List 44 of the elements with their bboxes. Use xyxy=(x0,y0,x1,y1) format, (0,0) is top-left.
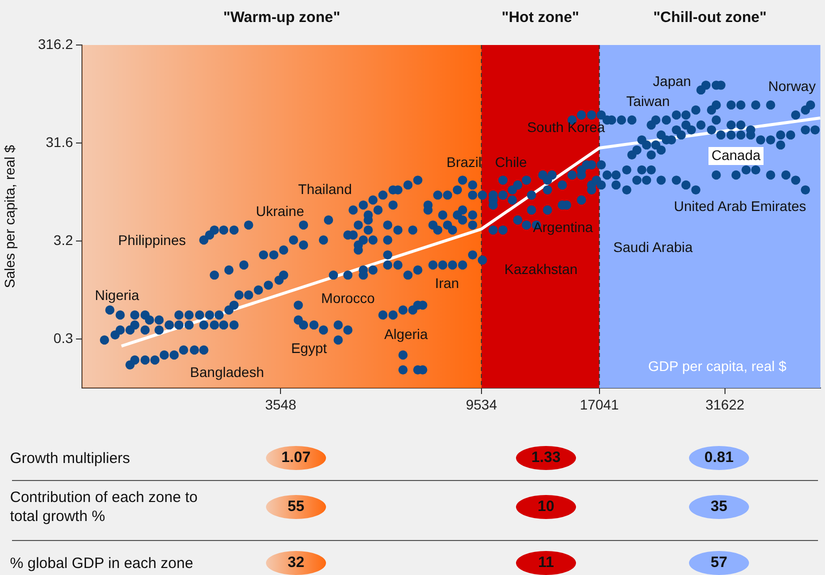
annotation: Argentina xyxy=(533,218,594,235)
x-tick-label: 31622 xyxy=(705,396,745,412)
annotation: Kazakhstan xyxy=(504,260,578,277)
annotation: Saudi Arabia xyxy=(613,238,693,255)
x-tick-label: 17041 xyxy=(580,396,620,412)
annotation: Iran xyxy=(434,274,460,291)
annotation: Nigeria xyxy=(94,286,140,303)
annotation: Brazil xyxy=(446,154,482,170)
data-label: 1.07 xyxy=(266,446,326,470)
annotation: Bangladesh xyxy=(190,364,264,380)
y-axis-title: Sales per capita, real $ xyxy=(1,144,18,288)
data-label: 10 xyxy=(516,495,576,519)
annotation: Thailand xyxy=(298,180,352,197)
data-label: 55 xyxy=(266,495,326,519)
data-label: 35 xyxy=(689,495,749,519)
annotation: Taiwan xyxy=(626,92,670,109)
data-label: 57 xyxy=(689,551,749,575)
data-label: 32 xyxy=(266,551,326,575)
data-label: 0.81 xyxy=(689,446,749,470)
annotation: Canada xyxy=(711,146,761,163)
x-tick-label: 9534 xyxy=(466,396,498,412)
band-label: "Chill-out zone" xyxy=(653,9,767,26)
annotation: Egypt xyxy=(291,340,328,356)
y-tick-label: 316.2 xyxy=(38,36,74,52)
annotation: Algeria xyxy=(384,326,428,342)
y-tick-label: 3.2 xyxy=(54,232,74,248)
data-label: 11 xyxy=(516,551,576,575)
annotation: Ukraine xyxy=(256,202,304,219)
y-tick-label: 31.6 xyxy=(46,134,74,150)
band-label: "Warm-up zone" xyxy=(223,9,340,26)
y-tick-label: 0.3 xyxy=(54,330,74,346)
annotation: Norway xyxy=(768,78,816,94)
x-tick-label: 3548 xyxy=(265,396,296,412)
annotation: United Arab Emirates xyxy=(674,198,806,214)
category-label: % global GDP in each zone xyxy=(10,554,194,572)
category-label: Growth multipliers xyxy=(10,448,132,468)
annotation: Philippines xyxy=(118,232,186,248)
annotation: Chile xyxy=(495,154,528,170)
data-label: 1.33 xyxy=(516,446,576,470)
category-label: Contribution of each zone to total growth % xyxy=(10,488,199,526)
x-axis-title: GDP per capita, real $ xyxy=(648,358,787,374)
annotation: Japan xyxy=(652,72,692,89)
band-label: "Hot zone" xyxy=(502,9,580,26)
annotation: Morocco xyxy=(321,290,376,306)
